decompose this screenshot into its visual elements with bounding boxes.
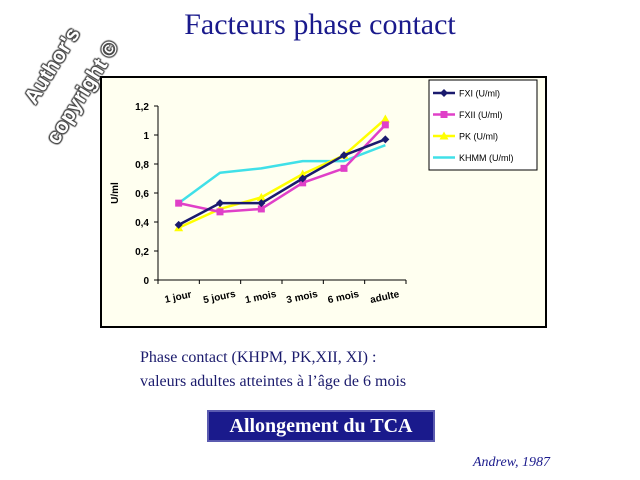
- data-point: [175, 199, 183, 207]
- y-tick-label: 0,6: [135, 189, 149, 200]
- x-tick-label: adulte: [369, 289, 401, 306]
- y-tick-label: 1,2: [135, 102, 149, 113]
- data-point: [381, 121, 389, 129]
- y-tick-label: 0,8: [135, 160, 149, 171]
- data-point: [174, 220, 183, 229]
- chart-frame: 0 0,2 0,4 0,6 0,8 1 1,2 U/ml 1 jour 5 jours 1 mois…: [100, 76, 547, 328]
- data-point: [216, 208, 224, 216]
- data-point: [299, 179, 307, 187]
- data-point: [257, 205, 265, 213]
- x-tick-label: 5 jours: [202, 289, 237, 307]
- highlight-banner: Allongement du TCA: [207, 410, 435, 442]
- data-point: [439, 131, 449, 140]
- legend-box: [428, 79, 538, 171]
- y-axis-label: U/ml: [110, 182, 121, 204]
- reference-citation: Andrew, 1987: [473, 455, 550, 470]
- caption-line-2: valeurs adultes atteintes à l’âge de 6 m…: [140, 373, 407, 390]
- data-point: [216, 199, 224, 208]
- y-tick-label: 0,4: [135, 218, 149, 229]
- x-tick-label: 1 mois: [244, 289, 278, 306]
- series-line: [177, 143, 386, 205]
- legend-label: FXI (U/ml): [459, 89, 500, 99]
- y-tick-label: 0: [143, 276, 149, 287]
- data-point: [340, 151, 348, 160]
- legend-label: FXII (U/ml): [459, 110, 503, 120]
- y-tick-label: 1: [143, 131, 149, 142]
- caption: Phase contact (KHPM, PK,XII, XI) : valeu…: [140, 346, 406, 394]
- data-point: [298, 169, 308, 178]
- data-point: [440, 89, 448, 97]
- legend-label: KHMM (U/ml): [459, 153, 514, 163]
- x-tick-label: 6 mois: [327, 289, 361, 306]
- data-point: [381, 135, 390, 144]
- x-tick-label: 3 mois: [286, 289, 320, 306]
- caption-line-1: Phase contact (KHPM, PK,XII, XI) :: [140, 349, 377, 366]
- y-tick-label: 0,2: [135, 247, 149, 258]
- data-point: [440, 111, 448, 118]
- data-point: [298, 174, 307, 183]
- legend-label: PK (U/ml): [459, 132, 498, 142]
- x-tick-label: 1 jour: [164, 289, 193, 305]
- data-point: [380, 114, 390, 123]
- data-point: [340, 164, 348, 172]
- series-line: [178, 118, 387, 229]
- data-point: [257, 199, 266, 208]
- series-line: [178, 123, 387, 214]
- data-point: [256, 192, 266, 201]
- series-line: [178, 138, 386, 227]
- page-title: Facteurs phase contact: [184, 8, 456, 41]
- line-chart: 0 0,2 0,4 0,6 0,8 1 1,2 U/ml 1 jour 5 jours 1 mois…: [110, 79, 538, 307]
